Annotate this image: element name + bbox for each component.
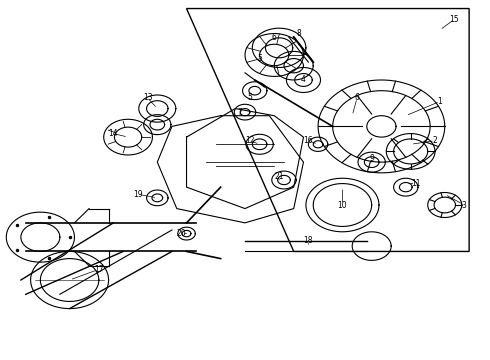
Text: 8: 8 bbox=[296, 29, 301, 38]
Text: 5: 5 bbox=[257, 54, 262, 63]
Text: 2: 2 bbox=[433, 136, 438, 145]
Text: 18: 18 bbox=[304, 236, 313, 245]
Text: 1: 1 bbox=[438, 97, 442, 106]
Text: 5: 5 bbox=[247, 93, 252, 102]
Text: 12: 12 bbox=[245, 136, 255, 145]
Text: 6: 6 bbox=[355, 93, 360, 102]
Text: 10: 10 bbox=[338, 201, 347, 210]
Text: 16: 16 bbox=[303, 136, 313, 145]
Text: 3: 3 bbox=[462, 201, 466, 210]
Text: 4: 4 bbox=[301, 76, 306, 85]
Text: 17: 17 bbox=[94, 265, 104, 274]
Text: 13: 13 bbox=[143, 93, 152, 102]
Text: 7: 7 bbox=[238, 108, 243, 117]
Text: 11: 11 bbox=[411, 179, 420, 188]
Text: 19: 19 bbox=[133, 190, 143, 199]
Text: 14: 14 bbox=[109, 129, 118, 138]
Text: 20: 20 bbox=[177, 229, 187, 238]
Text: 6: 6 bbox=[272, 33, 277, 42]
Text: 15: 15 bbox=[450, 15, 459, 24]
Text: 9: 9 bbox=[369, 154, 374, 163]
Text: 21: 21 bbox=[274, 172, 284, 181]
